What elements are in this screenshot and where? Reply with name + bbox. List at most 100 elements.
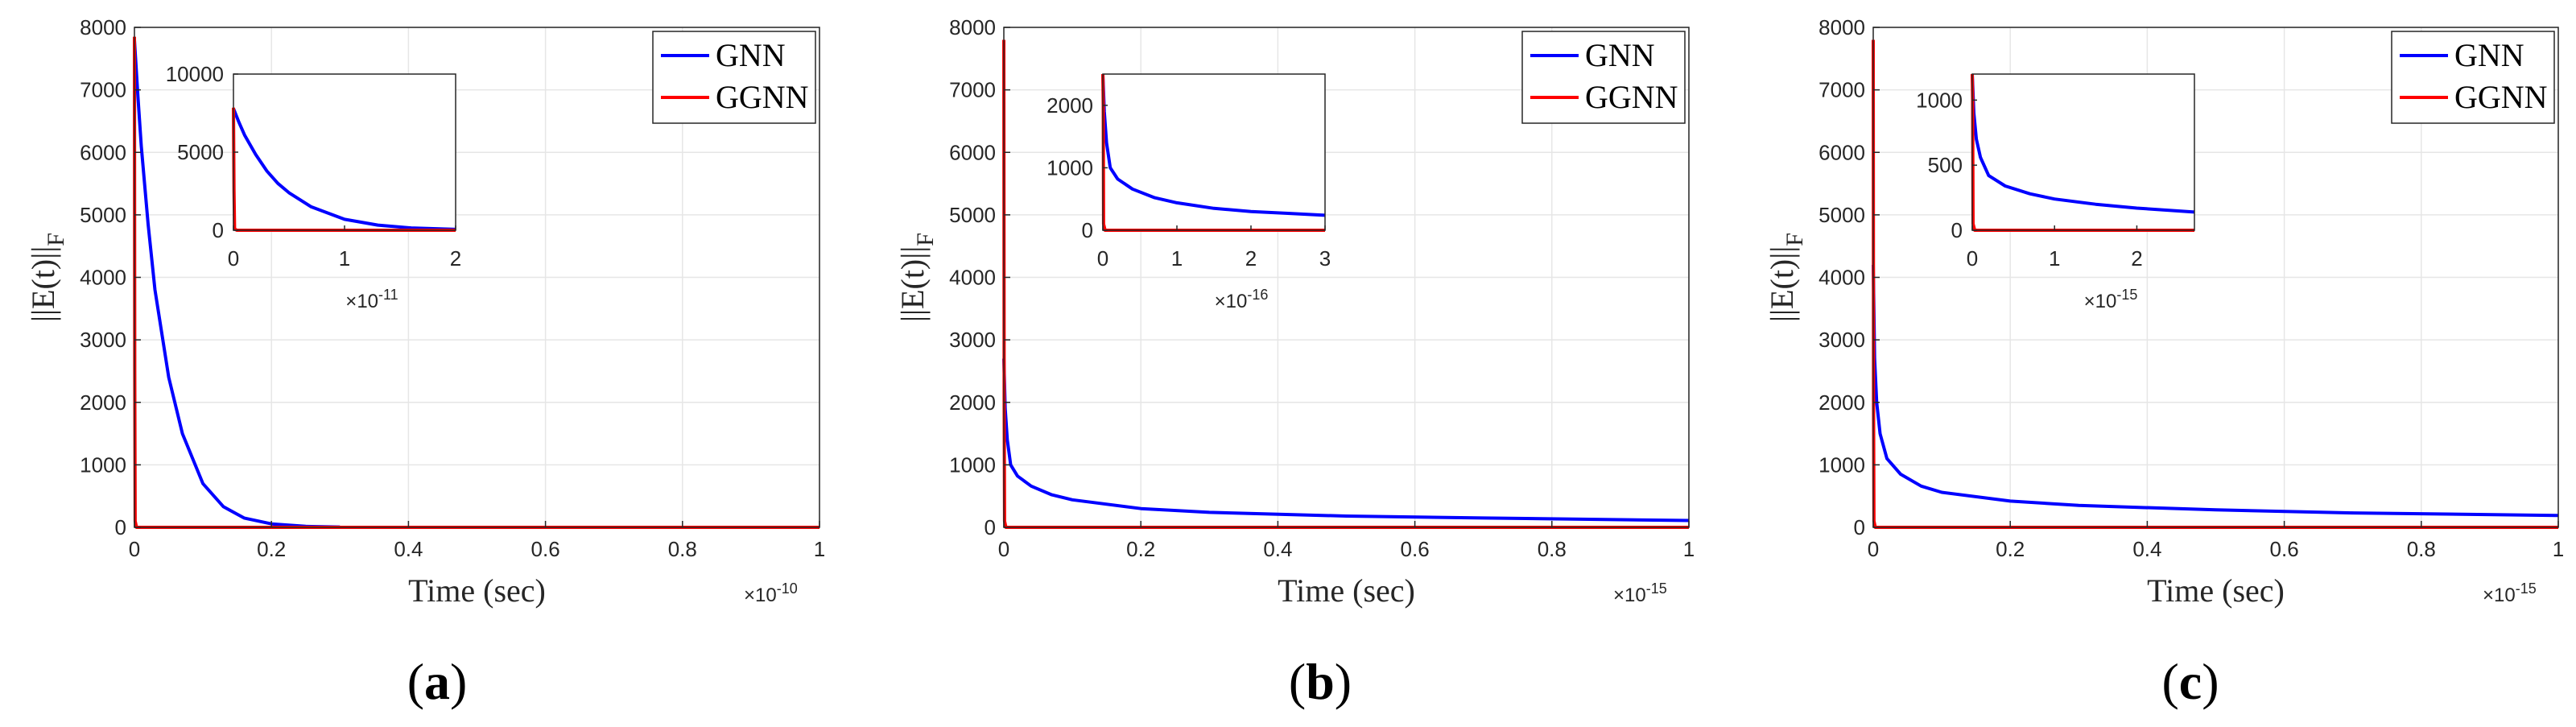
chart-panel-c: 0 0.2 0.4 0.6 0.8 101000200030004000500060007…: [1764, 15, 2564, 710]
inset-exponent-power: -11: [378, 287, 398, 303]
y-tick-label: 5000: [1818, 203, 1865, 227]
panel-label-open: (: [1289, 653, 1306, 710]
inset-axes-box: [1102, 73, 1326, 231]
x-axis-label: Time (sec): [2147, 572, 2285, 609]
y-tick-label: 3000: [949, 328, 996, 352]
inset-x-tick-label: 1: [1171, 246, 1183, 271]
inset-exponent-power: -15: [2116, 287, 2137, 303]
panel-label-letter: a: [424, 653, 450, 710]
y-tick-label: 6000: [1818, 140, 1865, 164]
legend: GNN GGNN: [2391, 31, 2555, 124]
panel-label-close: ): [2202, 653, 2219, 710]
inset-x-tick-label: 1: [2049, 246, 2060, 271]
panel-label: (b): [1289, 653, 1352, 710]
y-axis-label-main: ||E(t)||: [894, 246, 931, 322]
inset-exponent-power: -16: [1247, 287, 1268, 303]
y-axis-label-subscript: F: [912, 233, 939, 246]
panel-label: (a): [407, 653, 468, 710]
inset-x-axis-exponent: ×10-15: [2084, 287, 2138, 312]
y-tick-label: 3000: [80, 328, 126, 352]
y-tick-label: 4000: [949, 266, 996, 290]
inset-axes-box: [1971, 73, 2195, 231]
x-tick-label: 0.6: [2270, 537, 2299, 561]
inset-x-tick-label: 1: [339, 246, 350, 271]
x-tick-label: 0.4: [1263, 537, 1292, 561]
x-axis-label: Time (sec): [1278, 572, 1415, 609]
y-tick-label: 7000: [80, 78, 126, 102]
inset-x-tick-label: 2: [450, 246, 461, 271]
inset-y-tick-label: 0: [1951, 218, 1963, 242]
y-tick-label: 7000: [1818, 78, 1865, 102]
x-tick-label: 1: [814, 537, 825, 561]
legend-label-gnn: GNN: [716, 37, 786, 73]
inset-y-tick-label: 500: [1928, 153, 1963, 177]
y-tick-label: 1000: [1818, 452, 1865, 477]
y-tick-label: 8000: [80, 15, 126, 39]
x-tick-label: 0: [129, 537, 140, 561]
panel-label-open: (: [407, 653, 424, 710]
x-exponent-power: -15: [2516, 580, 2537, 597]
y-tick-label: 6000: [80, 140, 126, 164]
inset-y-tick-label: 0: [1082, 218, 1093, 242]
inset-exponent-base: ×10: [2084, 291, 2117, 312]
x-axis-label: Time (sec): [408, 572, 546, 609]
x-tick-label: 0.2: [1996, 537, 2025, 561]
y-tick-label: 2000: [1818, 390, 1865, 415]
inset-x-axis-exponent: ×10-11: [345, 287, 398, 312]
inset-exponent-base: ×10: [1215, 291, 1248, 312]
inset-plot-area: [233, 74, 456, 230]
y-axis-label-subscript: F: [1781, 233, 1808, 246]
inset-x-tick-label: 0: [228, 246, 239, 271]
y-axis-label: ||E(t)||F: [894, 233, 939, 322]
panel-label: (c): [2161, 653, 2219, 710]
y-axis-label-subscript: F: [43, 233, 69, 246]
inset-x-tick-label: 3: [1319, 246, 1331, 271]
inset-y-tick-label: 10000: [166, 62, 224, 86]
y-axis-label: ||E(t)||F: [1764, 233, 1808, 322]
y-tick-label: 2000: [949, 390, 996, 415]
legend-box: [652, 31, 816, 124]
legend-label-ggnn: GGNN: [716, 79, 809, 115]
legend-box: [2391, 31, 2555, 124]
inset-exponent-base: ×10: [345, 291, 378, 312]
y-tick-label: 6000: [949, 140, 996, 164]
legend-label-gnn: GNN: [2454, 37, 2524, 73]
y-tick-label: 5000: [80, 203, 126, 227]
series-line-gnn: [1002, 358, 1690, 523]
inset-plot-area: [1103, 74, 1325, 230]
inset-y-tick-label: 2000: [1046, 93, 1093, 118]
x-axis-exponent: ×10-10: [744, 580, 798, 606]
inset-series-line-gnn: [232, 107, 456, 231]
panel-label-letter: c: [2179, 653, 2202, 710]
y-tick-label: 8000: [949, 15, 996, 39]
y-tick-label: 0: [985, 515, 996, 539]
x-tick-label: 0.2: [257, 537, 286, 561]
x-tick-label: 0.6: [1401, 537, 1430, 561]
y-axis-label-main: ||E(t)||: [25, 246, 61, 322]
x-tick-label: 0.8: [2407, 537, 2436, 561]
inset-y-tick-label: 0: [213, 218, 224, 242]
panel-label-close: ): [450, 653, 467, 710]
panel-label-letter: b: [1306, 653, 1335, 710]
x-tick-label: 0: [998, 537, 1009, 561]
x-tick-label: 1: [1683, 537, 1695, 561]
y-tick-label: 1000: [949, 452, 996, 477]
y-tick-label: 4000: [1818, 266, 1865, 290]
x-tick-label: 0.4: [394, 537, 423, 561]
x-axis-exponent: ×10-15: [1613, 580, 1667, 606]
x-tick-label: 0: [1868, 537, 1879, 561]
x-tick-label: 0.8: [1538, 537, 1567, 561]
inset-series-line-gnn: [1101, 73, 1326, 217]
inset-x-tick-label: 0: [1097, 246, 1108, 271]
y-axis-label-main: ||E(t)||: [1764, 246, 1800, 322]
y-tick-label: 1000: [80, 452, 126, 477]
inset-chart: 0 1 2 0 500 1000 ×10-15: [1916, 73, 2195, 312]
x-tick-label: 0.2: [1126, 537, 1155, 561]
y-tick-label: 0: [115, 515, 126, 539]
y-tick-label: 7000: [949, 78, 996, 102]
chart-panel-a: 0 0.2 0.4 0.6 0.8 1 0 1000 2000 3000 4000 5000 6000 7…: [25, 15, 825, 710]
inset-x-tick-label: 2: [1245, 246, 1257, 271]
x-tick-label: 0.8: [668, 537, 697, 561]
x-tick-label: 0.4: [2132, 537, 2161, 561]
y-tick-label: 5000: [949, 203, 996, 227]
